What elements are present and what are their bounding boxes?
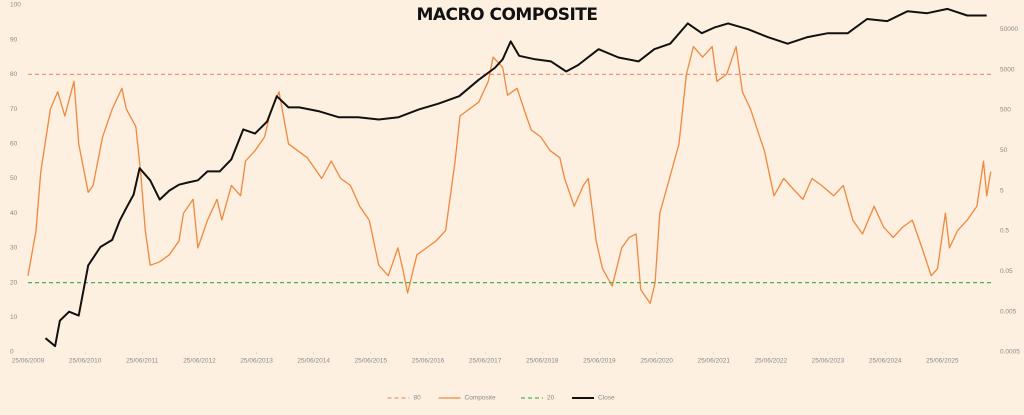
x-tick-label: 25/06/2021	[697, 358, 730, 365]
x-tick-label: 25/06/2022	[755, 358, 788, 365]
y-tick-label: 30	[10, 245, 18, 252]
x-tick-label: 25/06/2012	[183, 358, 216, 365]
legend-label: Close	[598, 395, 615, 402]
x-tick-label: 25/06/2011	[126, 358, 158, 365]
x-tick-label: 25/06/2020	[640, 358, 673, 365]
x-tick-label: 25/06/2009	[12, 358, 45, 365]
y-tick-label: 10	[10, 314, 18, 321]
x-tick-label: 25/06/2014	[297, 358, 330, 365]
y-tick-label: 100	[10, 2, 21, 9]
x-tick-label: 25/06/2024	[869, 358, 902, 365]
series-line	[27, 45, 992, 305]
y-tick-label: 40	[10, 210, 18, 217]
legend-label: Composite	[465, 395, 496, 402]
x-tick-label: 25/06/2017	[469, 358, 502, 365]
y2-tick-label: 0.005	[1000, 308, 1017, 315]
y-tick-label: 70	[10, 106, 18, 113]
y2-tick-label: 50000	[1000, 26, 1018, 33]
y-tick-label: 0	[10, 349, 14, 356]
x-tick-label: 25/06/2023	[812, 358, 845, 365]
y-tick-label: 60	[10, 141, 18, 148]
y2-tick-label: 0.5	[1000, 228, 1009, 235]
x-tick-label: 25/06/2015	[355, 358, 388, 365]
y-tick-label: 50	[10, 175, 18, 182]
y-tick-label: 80	[10, 71, 18, 78]
y2-tick-label: 0.05	[1000, 268, 1013, 275]
chart-title: MACRO COMPOSITE	[416, 5, 597, 25]
x-tick-label: 25/06/2010	[69, 358, 102, 365]
x-tick-label: 25/06/2018	[526, 358, 559, 365]
y-tick-label: 90	[10, 36, 18, 43]
series-line	[44, 7, 987, 348]
y2-tick-label: 0.0005	[1000, 349, 1020, 356]
legend-label: 20	[547, 395, 555, 402]
y2-tick-label: 500	[1000, 107, 1011, 114]
x-tick-label: 25/06/2025	[926, 358, 959, 365]
x-tick-label: 25/06/2013	[240, 358, 273, 365]
y2-tick-label: 50	[1000, 147, 1008, 154]
y-tick-label: 20	[10, 279, 18, 286]
x-tick-label: 25/06/2019	[583, 358, 616, 365]
y2-tick-label: 5000	[1000, 66, 1015, 73]
x-tick-label: 25/06/2016	[412, 358, 445, 365]
y2-tick-label: 5	[1000, 187, 1004, 194]
legend-label: 80	[414, 395, 422, 402]
